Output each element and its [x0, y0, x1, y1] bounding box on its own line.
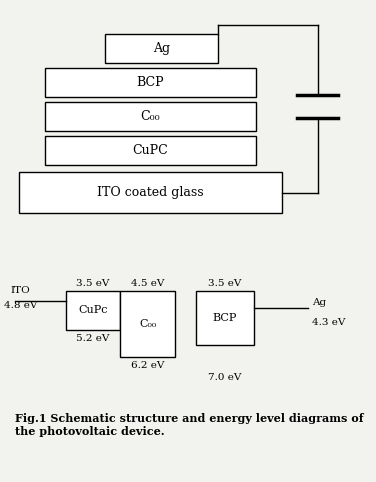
Bar [105, 34, 218, 64]
Text: CuPC: CuPC [132, 144, 168, 157]
Text: 4.3 eV: 4.3 eV [312, 318, 346, 327]
Text: ITO coated glass: ITO coated glass [97, 186, 204, 199]
Text: ITO: ITO [11, 286, 30, 295]
Text: 7.0 eV: 7.0 eV [208, 374, 241, 382]
Text: 6.2 eV: 6.2 eV [131, 361, 164, 370]
Bar [66, 291, 120, 330]
Text: Fig.1 Schematic structure and energy level diagrams of
the photovoltaic device.: Fig.1 Schematic structure and energy lev… [15, 413, 364, 437]
Bar [19, 172, 282, 213]
Text: 4.5 eV: 4.5 eV [131, 279, 164, 288]
Text: C₀₀: C₀₀ [141, 110, 160, 123]
Text: BCP: BCP [136, 76, 164, 89]
Bar [120, 291, 175, 357]
Text: C₀₀: C₀₀ [139, 319, 156, 329]
Bar [45, 136, 256, 165]
Text: 3.5 eV: 3.5 eV [208, 279, 241, 288]
Text: Ag: Ag [153, 42, 170, 55]
Text: Ag: Ag [312, 298, 326, 307]
Text: 4.8 eV: 4.8 eV [4, 301, 37, 310]
Bar [45, 102, 256, 132]
Text: 5.2 eV: 5.2 eV [76, 334, 110, 343]
Bar [196, 291, 254, 345]
Text: BCP: BCP [212, 313, 237, 322]
Bar [45, 68, 256, 97]
Text: 3.5 eV: 3.5 eV [76, 279, 110, 288]
Text: CuPc: CuPc [78, 305, 108, 315]
